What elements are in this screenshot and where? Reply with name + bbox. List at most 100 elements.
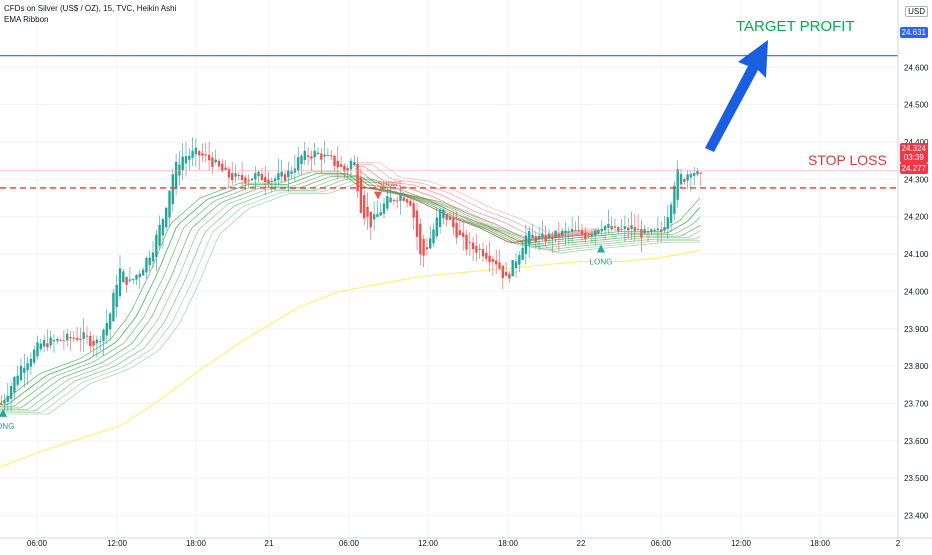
candle-body [666, 217, 669, 229]
x-tick-label: 06:00 [27, 539, 48, 548]
x-tick-label: 12:00 [731, 539, 752, 548]
candle-body [597, 229, 600, 233]
candle-body [155, 234, 158, 257]
candle-body [165, 207, 168, 228]
candle-body [699, 172, 702, 174]
ema-ribbon-line [0, 171, 701, 404]
y-tick-label: 24.400 [904, 138, 929, 147]
candle-body [587, 235, 590, 237]
candle-body [158, 225, 161, 246]
candle-body [333, 155, 336, 166]
candle-body [13, 377, 16, 393]
candle-body [386, 196, 389, 209]
candle-body [56, 339, 59, 341]
candle-body [89, 335, 92, 347]
candle-body [184, 156, 188, 164]
candle-body [399, 194, 402, 201]
candle-body [594, 230, 597, 236]
candle-body [429, 238, 432, 249]
candle-body [33, 349, 36, 363]
candle-body [508, 273, 511, 279]
candle-body [240, 175, 244, 181]
candle-body [617, 227, 620, 232]
candle-body [211, 157, 214, 167]
candle-body [554, 230, 557, 238]
candle-body [231, 173, 234, 181]
x-tick-label: 12:00 [418, 539, 439, 548]
candle-body [125, 276, 128, 285]
candle-body [135, 274, 138, 280]
x-tick-label: 2 [896, 539, 901, 548]
candle-body [379, 212, 382, 216]
candle-body [633, 227, 636, 231]
candle-body [250, 178, 254, 181]
candle-body [656, 228, 660, 231]
candle-body [99, 341, 102, 343]
currency-label[interactable]: USD [905, 6, 928, 17]
candle-body [297, 157, 300, 171]
candle-body [267, 179, 270, 184]
candle-body [36, 342, 39, 357]
candle-body [683, 179, 686, 183]
candle-body [316, 152, 320, 155]
candle-body [353, 162, 356, 166]
y-tick-label: 24.600 [904, 63, 929, 72]
candle-body [465, 234, 468, 250]
y-tick-label: 23.400 [904, 512, 929, 521]
candle-body [105, 322, 108, 336]
candle-body [561, 230, 564, 236]
y-tick-label: 24.000 [904, 287, 929, 296]
y-tick-label: 24.200 [904, 213, 929, 222]
candle-body [544, 235, 547, 242]
candle-body [234, 173, 237, 177]
candle-body [442, 209, 445, 219]
candle-body [676, 168, 679, 200]
signals: LONG SHORT LONG [0, 182, 612, 431]
candle-body [300, 155, 303, 165]
y-tick-label: 23.900 [904, 325, 929, 334]
ema-ribbon-line [0, 178, 701, 412]
candle-body [247, 180, 250, 182]
candle-body [3, 400, 6, 404]
candle-body [689, 174, 693, 178]
grid [0, 0, 899, 538]
candle-body [102, 329, 105, 342]
candle-body [79, 338, 82, 340]
sma-line [0, 249, 701, 468]
candle-body [330, 155, 333, 157]
candle-body [570, 229, 574, 232]
chart-title[interactable]: CFDs on Silver (US$ / OZ), 15, TVC, Heik… [4, 4, 177, 13]
indicator-label[interactable]: EMA Ribbon [4, 15, 49, 24]
candle-body [590, 234, 594, 237]
candle-body [501, 265, 504, 278]
time-axis[interactable]: 06:00 12:00 18:00 21 06:00 12:00 18:00 22 06:00 1… [27, 539, 901, 548]
candle-body [201, 153, 204, 156]
candle-body [363, 195, 366, 219]
candle-body [343, 165, 346, 171]
candle-body [82, 332, 85, 339]
candle-body [438, 209, 442, 227]
candle-body [696, 170, 699, 175]
price-axis[interactable]: 23.400 23.500 23.600 23.700 23.800 23.900 24.0… [904, 63, 929, 520]
candle-body [567, 231, 570, 233]
candle-body [151, 252, 155, 262]
candle-body [122, 271, 125, 283]
candle-body [693, 173, 696, 176]
candle-body [577, 230, 580, 232]
sma-path [0, 249, 701, 468]
candle-body [607, 223, 610, 229]
candle-body [254, 173, 257, 180]
candle-body [204, 154, 207, 156]
candle-body [132, 279, 135, 281]
candle-body [66, 333, 69, 341]
candle-body [320, 153, 323, 160]
candle-body [528, 231, 531, 245]
ema-ribbon-line [0, 180, 700, 413]
candle-body [0, 403, 3, 405]
candle-body [161, 219, 165, 236]
candle-body [366, 206, 369, 217]
candle-body [75, 337, 79, 340]
candle-body [356, 163, 359, 192]
